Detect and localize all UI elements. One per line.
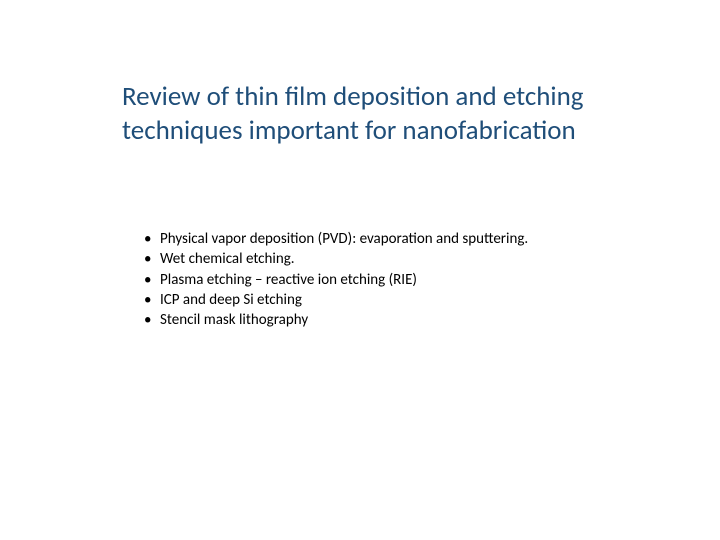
list-item: Physical vapor deposition (PVD): evapora… xyxy=(144,229,528,249)
list-item: Plasma etching – reactive ion etching (R… xyxy=(144,270,528,290)
bullet-list: Physical vapor deposition (PVD): evapora… xyxy=(144,229,528,330)
list-item: ICP and deep Si etching xyxy=(144,290,528,310)
list-item: Wet chemical etching. xyxy=(144,249,528,269)
slide-title: Review of thin film deposition and etchi… xyxy=(122,80,602,148)
list-item: Stencil mask lithography xyxy=(144,310,528,330)
